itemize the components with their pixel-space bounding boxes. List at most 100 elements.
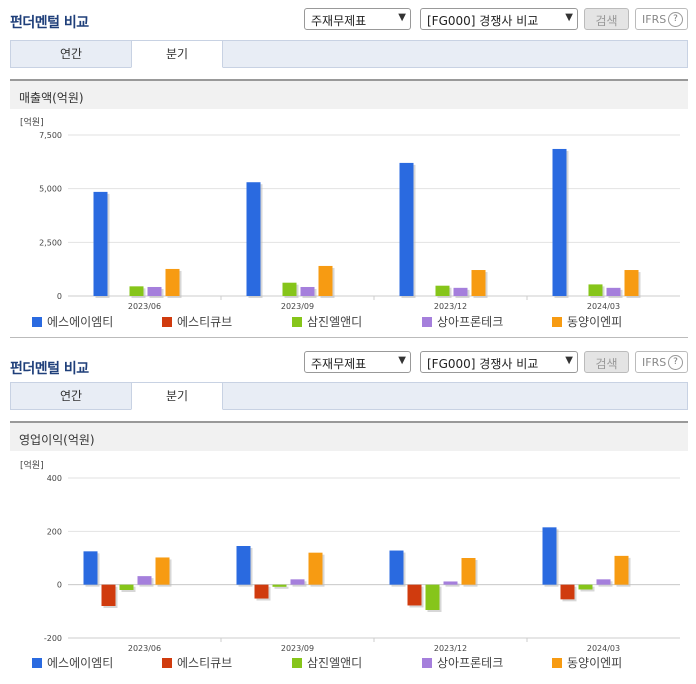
bar [389,550,404,585]
tab-annual[interactable]: 연간 [59,389,83,403]
statement-select-value: 주재무제표 [311,357,367,371]
ifrs-label: IFRS [642,13,667,26]
legend-swatch [422,317,432,327]
bar [83,551,98,585]
bar [560,584,575,600]
legend-item[interactable]: 에스티큐브 [162,313,232,330]
compare-select[interactable]: [FG000] 경쟁사 비교 ▼ [420,8,578,30]
bar [425,584,440,610]
y-tick-label: 200 [47,527,62,536]
x-tick-label: 2023/06 [128,302,161,310]
legend-item[interactable]: 동양이엔피 [552,654,622,671]
y-tick-label: 0 [57,581,62,590]
operating-profit-chart: [억원] -200 0 200 400 2023/06 2023/09 2023/12 2024… [20,459,680,652]
compare-select-value: [FG000] 경쟁사 비교 [427,14,539,28]
legend-label: 동양이엔피 [567,315,623,329]
statement-select[interactable]: 주재무제표 ▼ [304,8,411,30]
bar [246,182,261,296]
legend-swatch [292,317,302,327]
tab-annual[interactable]: 연간 [59,47,83,61]
legend-item[interactable]: 에스에이엠티 [32,654,113,671]
bar [290,579,305,585]
bar [318,265,333,296]
help-icon: ? [668,355,683,370]
period-tabs: 연간 분기 [10,40,688,68]
legend-item[interactable]: 삼진엘앤디 [292,654,362,671]
ifrs-help-button[interactable]: IFRS ? [635,8,688,30]
fundamental-panel-operating-profit: 펀더멘털 비교 주재무제표 ▼ [FG000] 경쟁사 비교 ▼ 검색 IFRS… [0,342,696,684]
y-unit-label: [억원] [20,459,44,471]
revenue-chart: [억원] 0 2,500 5,000 7,500 2023/06 2023/09 2023/1… [20,116,680,310]
legend-item[interactable]: 상아프론테크 [422,313,503,330]
y-tick-label: 0 [57,292,62,301]
bar [578,584,593,590]
legend-swatch [162,317,172,327]
bar [453,287,468,296]
y-unit-label: [억원] [20,116,44,128]
bar [282,282,297,296]
bar [443,581,458,585]
chevron-down-icon: ▼ [565,355,573,366]
tab-quarterly[interactable]: 분기 [131,382,223,410]
help-icon: ? [668,12,683,27]
bar [165,268,180,296]
y-tick-label: -200 [44,634,62,643]
x-tick-label: 2024/03 [587,644,620,652]
bar [272,584,287,587]
x-tick-label: 2023/09 [281,644,314,652]
chevron-down-icon: ▼ [565,12,573,23]
bar [137,576,152,585]
legend-item[interactable]: 동양이엔피 [552,313,622,330]
legend-swatch [292,658,302,668]
panel-header: 펀더멘털 비교 주재무제표 ▼ [FG000] 경쟁사 비교 ▼ 검색 IFRS… [0,0,696,36]
bar [542,527,557,585]
legend-swatch [552,317,562,327]
legend-label: 삼진엘앤디 [307,315,363,329]
bar [254,584,269,599]
x-tick-label: 2023/09 [281,302,314,310]
bar [93,191,108,296]
legend-label: 상아프론테크 [437,656,504,670]
section-title: 영업이익(억원) [10,421,688,451]
y-tick-label: 5,000 [39,185,62,194]
y-tick-label: 2,500 [39,238,62,247]
legend-item[interactable]: 삼진엘앤디 [292,313,362,330]
legend-label: 에스에이엠티 [47,315,114,329]
bar [552,148,567,296]
panel-title: 펀더멘털 비교 [10,361,89,377]
y-tick-label: 400 [47,474,62,483]
ifrs-label: IFRS [642,356,667,369]
bar-shadow [445,583,460,587]
legend-item[interactable]: 상아프론테크 [422,654,503,671]
legend-swatch [552,658,562,668]
legend-label: 에스티큐브 [177,656,233,670]
tab-quarterly[interactable]: 분기 [131,40,223,68]
bar-shadow [274,586,289,589]
bar [399,162,414,296]
search-button[interactable]: 검색 [584,8,629,30]
legend-swatch [32,317,42,327]
compare-select[interactable]: [FG000] 경쟁사 비교 ▼ [420,351,578,373]
bar [147,286,162,296]
ifrs-help-button[interactable]: IFRS ? [635,351,688,373]
chart-legend: 에스에이엠티 에스티큐브 삼진엘앤디 상아프론테크 동양이엔피 [32,313,682,329]
bar [101,584,116,606]
legend-swatch [32,658,42,668]
statement-select-value: 주재무제표 [311,14,367,28]
bar [471,270,486,296]
compare-select-value: [FG000] 경쟁사 비교 [427,357,539,371]
bar [596,579,611,585]
panel-divider [10,337,688,338]
legend-item[interactable]: 에스에이엠티 [32,313,113,330]
legend-swatch [422,658,432,668]
bar [435,285,450,296]
legend-item[interactable]: 에스티큐브 [162,654,232,671]
statement-select[interactable]: 주재무제표 ▼ [304,351,411,373]
bar [624,270,639,296]
fundamental-panel-revenue: 펀더멘털 비교 주재무제표 ▼ [FG000] 경쟁사 비교 ▼ 검색 IFRS… [0,0,696,338]
panel-title: 펀더멘털 비교 [10,15,89,31]
chevron-down-icon: ▼ [398,355,406,366]
bar [461,558,476,585]
bar [614,555,629,585]
search-button[interactable]: 검색 [584,351,629,373]
